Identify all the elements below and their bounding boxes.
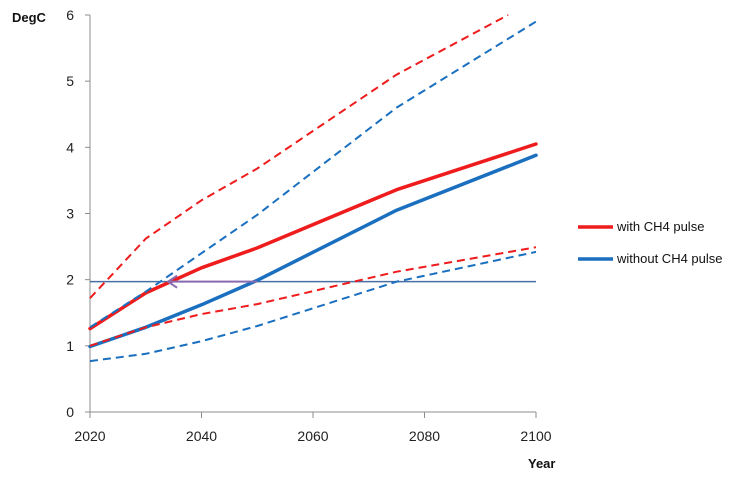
y-tick-label: 1 [66,338,74,354]
x-axis-title: Year [528,456,555,471]
x-tick-label: 2020 [74,428,105,444]
x-tick-label: 2060 [297,428,328,444]
y-tick-label: 5 [66,73,74,89]
y-tick-label: 0 [66,404,74,420]
arrow-head [166,274,178,289]
x-tick-label: 2100 [520,428,551,444]
y-axis-title: DegC [12,10,47,25]
series-line-3 [89,20,537,329]
series-line-4 [89,246,537,347]
series-line-1 [88,153,538,349]
plot-area: 0 1 2 3 4 5 6 2020 2040 2060 2080 2100 [66,7,552,444]
series-line-5 [89,250,537,363]
y-tick-label: 4 [66,139,74,155]
legend-label-with-ch4: with CH4 pulse [616,219,704,234]
series-line-2 [89,14,509,299]
series-line-0 [88,142,538,331]
y-tick-label: 6 [66,7,74,23]
legend: with CH4 pulse without CH4 pulse [578,219,723,266]
x-tick-label: 2080 [409,428,440,444]
x-tick-label: 2040 [186,428,217,444]
legend-label-without-ch4: without CH4 pulse [616,251,723,266]
y-tick-label: 2 [66,272,74,288]
y-tick-label: 3 [66,206,74,222]
